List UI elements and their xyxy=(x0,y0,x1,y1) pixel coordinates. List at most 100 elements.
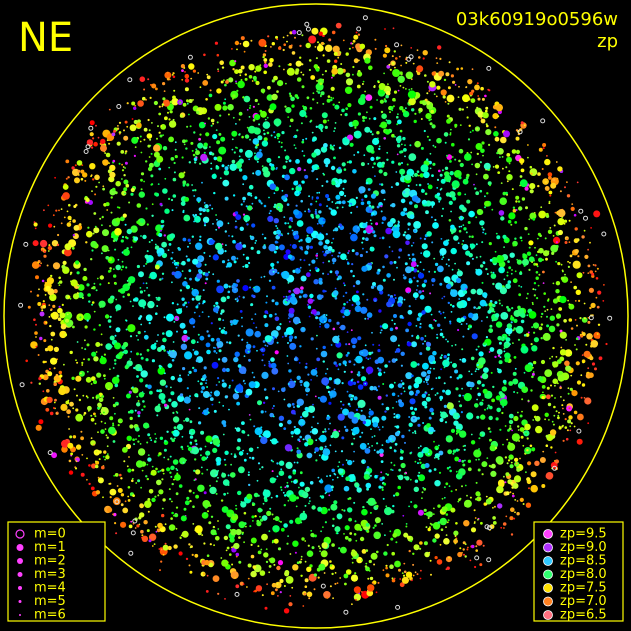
star xyxy=(276,123,279,127)
star xyxy=(337,56,340,59)
star xyxy=(151,359,155,363)
star xyxy=(532,288,535,291)
star xyxy=(534,460,540,466)
star xyxy=(508,413,514,419)
star xyxy=(503,343,509,349)
star xyxy=(399,168,406,175)
star xyxy=(289,167,296,175)
star xyxy=(513,327,516,330)
star xyxy=(418,183,422,187)
star xyxy=(206,574,209,577)
star xyxy=(332,597,334,600)
star xyxy=(331,524,335,528)
star xyxy=(351,294,360,303)
star xyxy=(242,183,245,186)
star xyxy=(299,266,302,269)
star xyxy=(60,208,63,211)
star xyxy=(218,401,221,404)
star xyxy=(322,360,325,363)
star xyxy=(380,329,383,332)
star xyxy=(483,342,487,346)
star xyxy=(143,138,146,141)
star xyxy=(296,561,300,564)
star xyxy=(405,287,412,294)
star xyxy=(224,196,229,201)
star xyxy=(298,486,300,489)
star xyxy=(174,474,181,481)
star xyxy=(392,27,395,30)
star xyxy=(450,74,454,78)
star xyxy=(276,475,279,478)
star xyxy=(283,494,287,497)
star xyxy=(239,74,242,77)
star xyxy=(268,212,271,215)
star xyxy=(506,236,508,239)
star xyxy=(192,153,196,157)
star xyxy=(588,372,594,379)
star xyxy=(342,360,347,365)
star xyxy=(474,565,477,569)
star xyxy=(151,122,153,124)
star xyxy=(326,597,329,599)
star xyxy=(355,196,358,199)
star xyxy=(365,237,369,241)
star xyxy=(445,389,451,396)
star xyxy=(273,563,276,566)
star xyxy=(557,374,565,382)
star xyxy=(310,369,318,376)
star xyxy=(336,341,339,344)
star xyxy=(412,175,414,178)
star xyxy=(95,289,98,292)
star xyxy=(278,520,281,523)
star xyxy=(181,69,184,72)
star xyxy=(460,225,463,228)
star xyxy=(487,404,490,407)
star xyxy=(331,249,335,253)
star xyxy=(535,263,538,266)
star xyxy=(65,159,70,164)
star xyxy=(368,209,373,214)
star xyxy=(316,178,319,181)
star xyxy=(589,306,592,310)
star xyxy=(426,423,431,428)
star xyxy=(438,444,440,447)
star xyxy=(352,427,360,435)
star xyxy=(550,446,553,449)
star xyxy=(545,434,549,438)
star xyxy=(176,423,184,431)
star xyxy=(455,522,458,525)
star xyxy=(216,337,221,342)
star xyxy=(61,439,69,448)
star xyxy=(532,419,535,421)
star xyxy=(95,351,98,353)
star xyxy=(299,109,307,118)
star xyxy=(47,250,50,252)
star xyxy=(396,144,401,148)
star xyxy=(93,443,95,446)
star xyxy=(269,103,277,111)
star xyxy=(172,341,175,343)
star xyxy=(425,526,428,529)
star xyxy=(248,75,253,79)
star xyxy=(252,75,257,81)
star xyxy=(417,446,420,449)
star xyxy=(293,425,296,429)
star xyxy=(158,233,163,237)
star xyxy=(343,284,346,287)
star xyxy=(492,521,497,525)
star xyxy=(486,457,489,459)
star xyxy=(352,73,354,76)
star xyxy=(254,589,257,593)
star xyxy=(255,326,258,329)
star xyxy=(383,98,386,101)
star xyxy=(316,252,318,255)
star xyxy=(289,244,292,246)
star xyxy=(109,368,111,371)
star xyxy=(546,315,548,318)
star xyxy=(226,546,230,550)
star xyxy=(473,306,476,309)
star xyxy=(411,341,417,348)
star xyxy=(587,264,591,268)
star xyxy=(130,187,135,193)
star xyxy=(34,331,38,335)
